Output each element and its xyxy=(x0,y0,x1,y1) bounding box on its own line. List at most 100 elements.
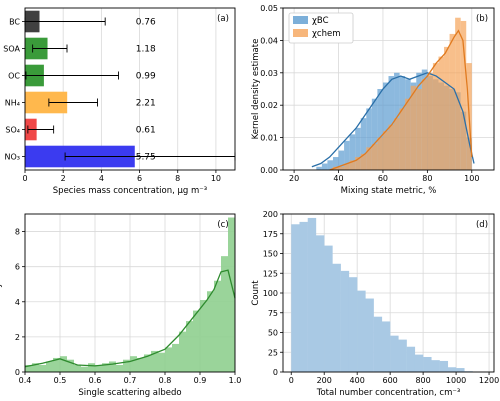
histogram-bar xyxy=(32,363,39,372)
histogram-bar xyxy=(130,356,137,372)
kde-line xyxy=(329,29,473,171)
y-tick-label: 0.00 xyxy=(260,166,278,175)
data-label: 0.99 xyxy=(136,72,156,82)
x-tick-label: 0 xyxy=(289,376,294,385)
histogram-bar xyxy=(214,280,221,372)
x-tick-label: 6 xyxy=(137,174,142,183)
histogram-bar xyxy=(137,357,144,372)
histogram-bar xyxy=(394,118,400,170)
histogram-bar xyxy=(25,364,32,372)
y-axis-title: Kernel density estimate xyxy=(0,243,3,344)
panel-b: 20 40 60 80 100 0.00 0.01 0.02 0.03 0.04 0.05 Mixin… xyxy=(251,4,495,196)
histogram-bar xyxy=(456,368,465,372)
histogram-bar xyxy=(327,160,333,170)
y-tick-label: 200 xyxy=(263,210,278,219)
histogram-bar xyxy=(377,137,383,170)
y-tick-label: 0.02 xyxy=(260,101,278,110)
histogram-bar xyxy=(431,360,440,372)
histogram-bar xyxy=(365,298,374,372)
histogram-bar xyxy=(438,56,445,170)
histogram-bar xyxy=(228,217,235,372)
x-tick-label: 80 xyxy=(422,174,432,183)
histogram-bar xyxy=(360,153,367,170)
category-label: NH₄ xyxy=(5,99,20,108)
histogram-bar xyxy=(179,331,186,372)
y-tick-label: 2 xyxy=(15,333,20,342)
histogram-bar xyxy=(338,150,345,170)
histogram-bar xyxy=(349,160,356,170)
x-tick-label: 400 xyxy=(350,376,365,385)
histogram-bar xyxy=(60,356,67,372)
data-label: 0.61 xyxy=(136,126,156,136)
y-axis-title: Kernel density estimate xyxy=(251,39,261,140)
y-tick-label: 0.05 xyxy=(260,4,278,13)
histogram-bar xyxy=(46,361,53,372)
y-tick-label: 6 xyxy=(15,263,20,272)
panel-d: 0 200 400 600 800 1000 1200 0 25 50 75 100 125 150 175… xyxy=(251,210,499,398)
x-tick-label: 60 xyxy=(378,174,388,183)
histogram-bar xyxy=(116,364,123,372)
histogram-bar xyxy=(357,290,366,372)
y-axis-title: Count xyxy=(251,280,261,306)
histogram-bar xyxy=(340,270,350,372)
histogram-bar xyxy=(338,166,345,170)
histogram-bar xyxy=(427,72,433,170)
histogram-bar xyxy=(324,245,333,372)
legend-swatch xyxy=(293,16,308,24)
histogram-bar xyxy=(315,235,325,372)
histogram-bar xyxy=(172,343,179,372)
plot-border xyxy=(282,7,495,171)
y-tick-label: 0.01 xyxy=(260,134,278,143)
bar xyxy=(25,91,68,114)
histogram-bar xyxy=(399,108,406,170)
y-tick-label: 175 xyxy=(263,230,278,239)
histogram-bar xyxy=(371,98,378,170)
histogram-bar xyxy=(144,354,151,372)
panel-label: (a) xyxy=(217,14,229,24)
histogram-bar xyxy=(355,157,361,170)
x-axis-title: Mixing state metric, % xyxy=(341,186,437,196)
histogram-bar xyxy=(388,124,395,170)
kde-line xyxy=(311,72,475,168)
x-tick-label: 0.8 xyxy=(159,376,172,385)
histogram-bar xyxy=(221,256,228,372)
histogram-bar xyxy=(349,134,356,170)
y-tick-label: 100 xyxy=(263,289,278,298)
x-tick-label: 4 xyxy=(99,174,104,183)
legend-entry: χBC xyxy=(312,16,329,26)
x-tick-label: 0.4 xyxy=(19,376,32,385)
plot-border xyxy=(24,7,236,171)
panel-label: (b) xyxy=(476,14,488,24)
x-tick-label: 0.5 xyxy=(54,376,67,385)
x-tick-label: 200 xyxy=(317,376,332,385)
histogram-bar xyxy=(207,291,214,372)
histogram-bar xyxy=(423,356,432,372)
histogram-bar xyxy=(460,20,467,171)
y-tick-label: 0 xyxy=(273,368,278,377)
legend-swatch xyxy=(293,29,308,37)
category-label: SOA xyxy=(3,45,20,54)
histogram-bar xyxy=(382,131,389,170)
kde-line xyxy=(24,269,236,368)
histogram-bar xyxy=(193,310,200,372)
data-label: 1.18 xyxy=(136,45,156,55)
y-tick-label: 0.04 xyxy=(260,36,278,45)
x-tick-label: 1200 xyxy=(479,376,499,385)
histogram-bar xyxy=(344,140,350,170)
histogram-bar xyxy=(186,321,193,372)
histogram-bar xyxy=(447,367,457,372)
histogram-bar xyxy=(348,277,358,372)
histogram-bar xyxy=(398,339,407,372)
x-tick-label: 0 xyxy=(22,174,27,183)
x-tick-label: 40 xyxy=(333,174,343,183)
histogram-bar xyxy=(74,364,81,372)
y-tick-label: 4 xyxy=(15,298,20,307)
x-tick-label: 0.7 xyxy=(124,376,137,385)
x-tick-label: 10 xyxy=(211,174,221,183)
y-tick-label: 75 xyxy=(268,309,278,318)
data-label: 2.21 xyxy=(136,99,156,109)
histogram-bar xyxy=(67,359,74,372)
y-tick-label: 25 xyxy=(268,348,278,357)
